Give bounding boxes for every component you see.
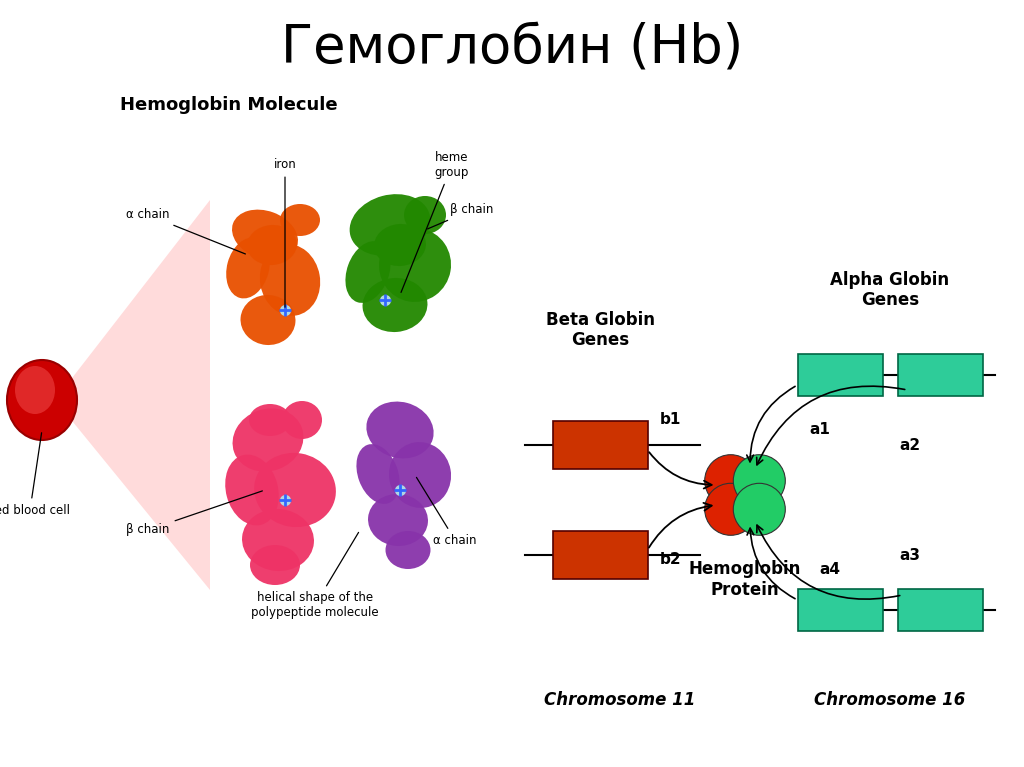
Text: heme
group: heme group	[401, 151, 469, 292]
Ellipse shape	[242, 509, 314, 571]
Ellipse shape	[7, 360, 77, 440]
Ellipse shape	[241, 295, 296, 345]
Bar	[553, 531, 647, 579]
Text: iron: iron	[273, 159, 296, 308]
FancyArrowPatch shape	[757, 525, 900, 599]
Ellipse shape	[389, 442, 451, 508]
Ellipse shape	[385, 531, 430, 569]
Ellipse shape	[250, 545, 300, 585]
Bar	[897, 354, 982, 396]
Text: Alpha Globin
Genes: Alpha Globin Genes	[830, 271, 949, 309]
Ellipse shape	[232, 408, 303, 472]
Ellipse shape	[282, 401, 322, 439]
Ellipse shape	[379, 228, 451, 302]
Bar	[897, 589, 982, 631]
Text: β chain: β chain	[428, 203, 494, 229]
Text: red blood cell: red blood cell	[0, 433, 70, 516]
Text: b2: b2	[660, 552, 682, 568]
Ellipse shape	[225, 455, 279, 525]
FancyArrowPatch shape	[746, 387, 795, 462]
Ellipse shape	[362, 278, 427, 332]
Ellipse shape	[247, 225, 297, 265]
Polygon shape	[55, 200, 210, 590]
Ellipse shape	[280, 204, 319, 236]
Text: β chain: β chain	[126, 491, 262, 536]
Bar	[798, 589, 883, 631]
Text: α chain: α chain	[126, 209, 246, 254]
Ellipse shape	[356, 444, 399, 504]
Text: a1: a1	[810, 423, 830, 437]
Ellipse shape	[254, 453, 336, 527]
Ellipse shape	[368, 494, 428, 546]
Text: Chromosome 16: Chromosome 16	[814, 691, 966, 709]
Ellipse shape	[404, 196, 446, 234]
FancyArrowPatch shape	[649, 453, 712, 489]
FancyArrowPatch shape	[757, 386, 905, 465]
Text: Chromosome 11: Chromosome 11	[545, 691, 695, 709]
Ellipse shape	[367, 402, 433, 459]
Ellipse shape	[260, 244, 321, 316]
Text: Гемоглобин (Hb): Гемоглобин (Hb)	[281, 22, 743, 74]
Text: a3: a3	[899, 548, 921, 562]
Ellipse shape	[345, 241, 390, 303]
Circle shape	[733, 455, 785, 507]
Circle shape	[705, 455, 757, 507]
Text: b1: b1	[660, 413, 681, 427]
FancyArrowPatch shape	[748, 528, 795, 599]
Text: a4: a4	[819, 562, 841, 578]
Circle shape	[705, 483, 757, 535]
Text: Hemoglobin Molecule: Hemoglobin Molecule	[120, 96, 338, 114]
Text: helical shape of the
polypeptide molecule: helical shape of the polypeptide molecul…	[251, 532, 379, 619]
Circle shape	[733, 483, 785, 535]
FancyArrowPatch shape	[649, 503, 712, 548]
Ellipse shape	[15, 366, 55, 414]
Text: a2: a2	[899, 437, 921, 453]
Bar	[553, 421, 647, 469]
Ellipse shape	[374, 224, 426, 266]
Text: Beta Globin
Genes: Beta Globin Genes	[546, 311, 654, 350]
Ellipse shape	[232, 209, 298, 260]
Text: Hemoglobin
Protein: Hemoglobin Protein	[689, 560, 801, 599]
Bar	[798, 354, 883, 396]
Text: α chain: α chain	[417, 477, 477, 547]
Ellipse shape	[349, 194, 430, 256]
Ellipse shape	[249, 404, 291, 436]
Ellipse shape	[226, 238, 269, 298]
